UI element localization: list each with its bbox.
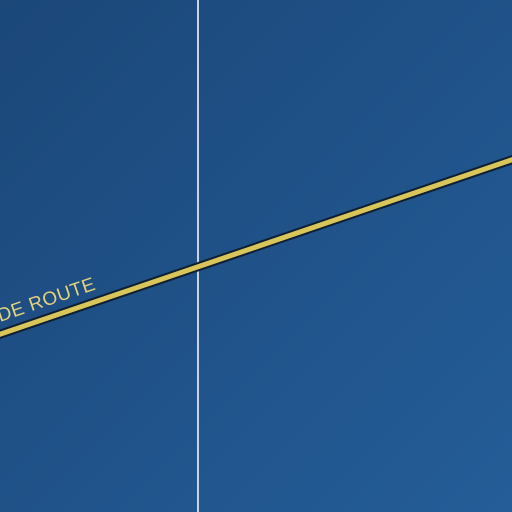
route-line[interactable] — [0, 157, 512, 337]
